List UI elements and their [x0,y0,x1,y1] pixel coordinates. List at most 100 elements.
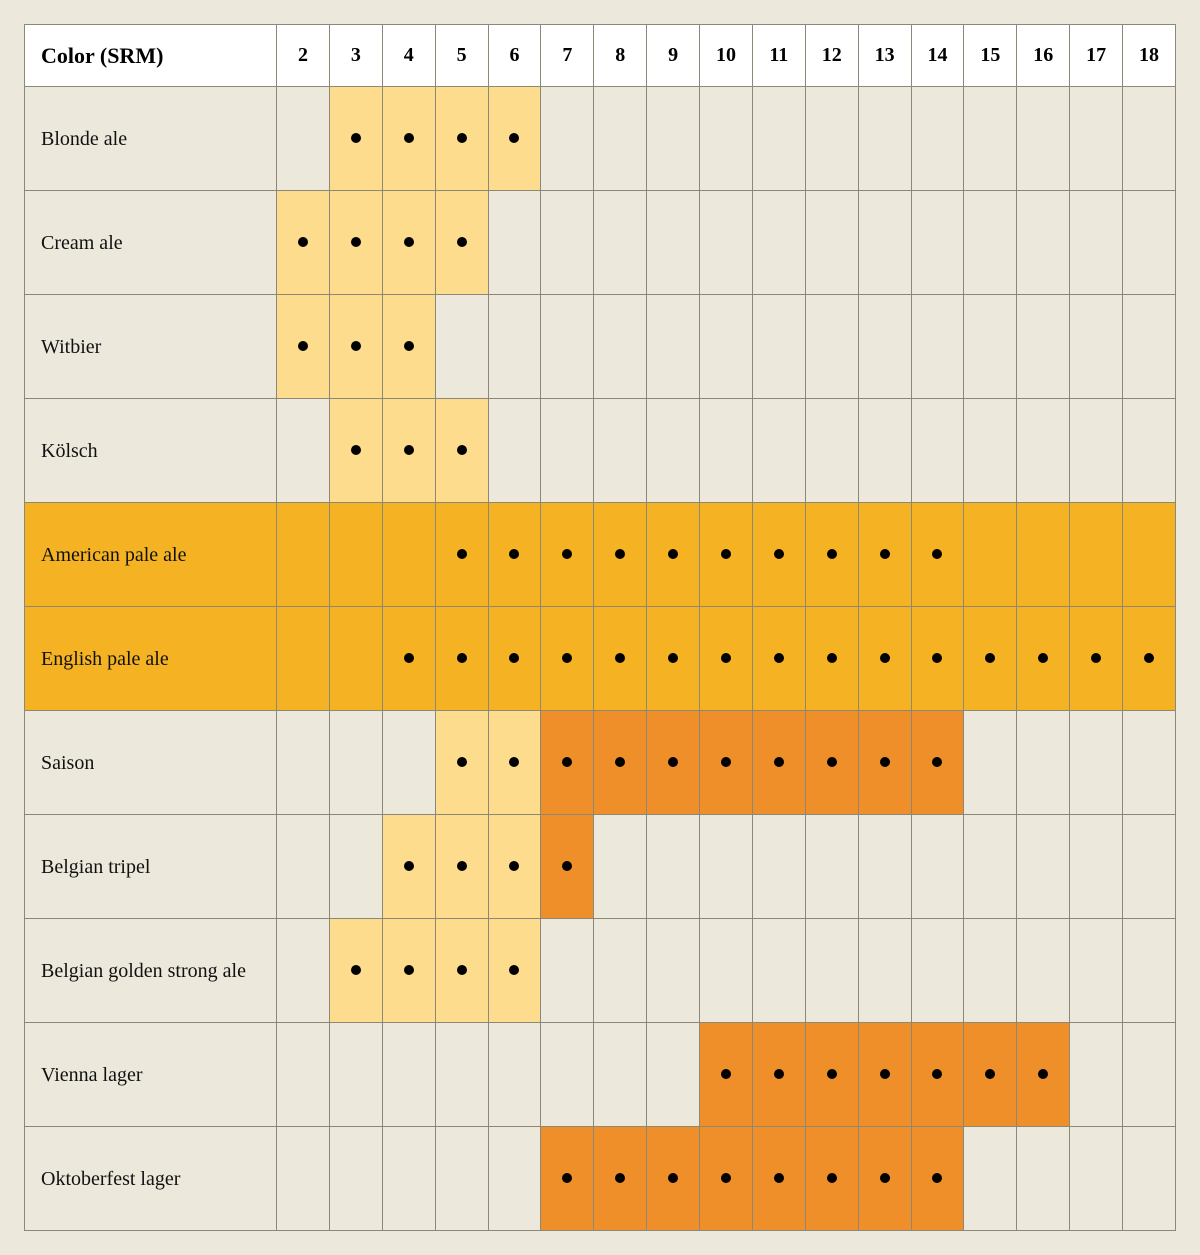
srm-cell [277,919,330,1023]
dot-icon [932,549,942,559]
dot-icon [668,1173,678,1183]
row-label: Belgian tripel [25,815,277,919]
srm-cell [858,711,911,815]
dot-icon [562,653,572,663]
srm-cell [1070,607,1123,711]
srm-cell [911,815,964,919]
dot-icon [351,341,361,351]
srm-cell [277,1127,330,1231]
row-label: Kölsch [25,399,277,503]
dot-icon [880,757,890,767]
srm-cell [541,1127,594,1231]
srm-cell [911,607,964,711]
srm-cell [277,1023,330,1127]
srm-cell [382,1127,435,1231]
srm-cell [594,87,647,191]
srm-cell [329,503,382,607]
dot-icon [404,653,414,663]
dot-icon [615,549,625,559]
column-header: 11 [752,25,805,87]
column-header: 10 [700,25,753,87]
srm-cell [700,191,753,295]
srm-cell [911,1023,964,1127]
srm-cell [1123,191,1176,295]
srm-cell [911,503,964,607]
dot-icon [880,549,890,559]
column-header: 5 [435,25,488,87]
srm-cell [805,87,858,191]
srm-cell [1017,607,1070,711]
srm-cell [277,399,330,503]
row-label: Belgian golden strong ale [25,919,277,1023]
dot-icon [985,1069,995,1079]
srm-cell [647,191,700,295]
srm-cell [1070,1127,1123,1231]
table-row: Witbier [25,295,1176,399]
srm-cell [1070,295,1123,399]
srm-cell [329,815,382,919]
srm-cell [541,295,594,399]
dot-icon [668,653,678,663]
srm-cell [752,295,805,399]
srm-cell [594,711,647,815]
srm-cell [488,919,541,1023]
srm-cell [858,1127,911,1231]
srm-cell [858,1023,911,1127]
srm-cell [594,503,647,607]
dot-icon [721,757,731,767]
dot-icon [404,965,414,975]
dot-icon [457,445,467,455]
dot-icon [668,549,678,559]
column-header: 14 [911,25,964,87]
srm-cell [805,919,858,1023]
srm-cell [329,711,382,815]
srm-cell [1123,87,1176,191]
dot-icon [827,549,837,559]
srm-cell [964,1127,1017,1231]
dot-icon [985,653,995,663]
srm-cell [1017,711,1070,815]
srm-cell [1070,87,1123,191]
srm-cell [1017,815,1070,919]
dot-icon [932,757,942,767]
srm-cell [488,87,541,191]
dot-icon [404,861,414,871]
srm-cell [435,87,488,191]
srm-cell [805,711,858,815]
srm-cell [700,919,753,1023]
dot-icon [562,549,572,559]
column-header: 13 [858,25,911,87]
srm-cell [488,607,541,711]
srm-color-chart: Color (SRM) 23456789101112131415161718 B… [24,24,1176,1231]
dot-icon [1038,653,1048,663]
row-label: Oktoberfest lager [25,1127,277,1231]
dot-icon [774,1173,784,1183]
dot-icon [774,1069,784,1079]
table-row: Blonde ale [25,87,1176,191]
srm-cell [964,295,1017,399]
srm-cell [1123,1127,1176,1231]
srm-cell [594,1127,647,1231]
srm-cell [435,399,488,503]
dot-icon [932,1069,942,1079]
dot-icon [404,341,414,351]
srm-cell [858,191,911,295]
srm-cell [752,815,805,919]
header-corner: Color (SRM) [25,25,277,87]
srm-cell [964,503,1017,607]
dot-icon [509,549,519,559]
srm-cell [488,1127,541,1231]
dot-icon [457,757,467,767]
table-row: Belgian tripel [25,815,1176,919]
srm-cell [700,399,753,503]
column-header: 12 [805,25,858,87]
srm-cell [647,503,700,607]
srm-cell [382,399,435,503]
header-label: Color (SRM) [41,43,163,68]
srm-cell [964,1023,1017,1127]
dot-icon [932,653,942,663]
chart-body: Blonde aleCream aleWitbierKölschAmerican… [25,87,1176,1231]
srm-cell [911,399,964,503]
dot-icon [721,653,731,663]
srm-cell [329,919,382,1023]
